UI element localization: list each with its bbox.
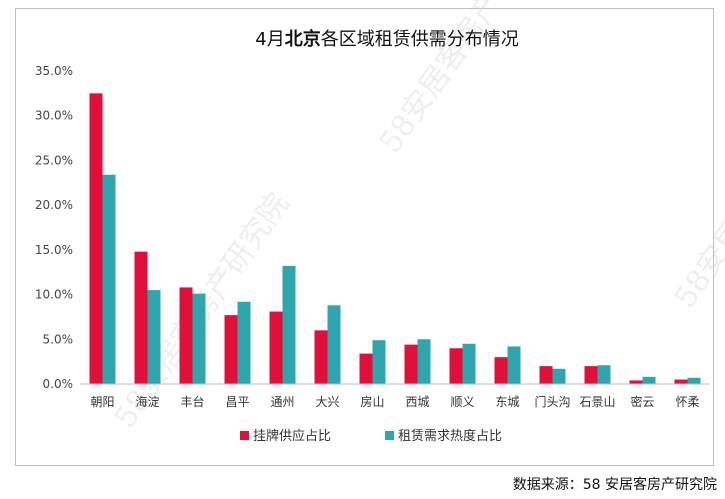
- bar-supply: [539, 366, 553, 384]
- bar-demand: [147, 290, 161, 384]
- x-tick-label: 通州: [270, 395, 294, 409]
- bar-supply: [449, 348, 463, 384]
- watermark-text: 58安居客房产研究院: [668, 67, 725, 315]
- bar-demand: [597, 365, 611, 384]
- x-tick-label: 顺义: [450, 395, 474, 409]
- legend-swatch: [385, 431, 394, 440]
- y-tick-label: 15.0%: [35, 243, 73, 257]
- x-tick-label: 怀柔: [675, 395, 699, 409]
- bar-supply: [314, 330, 328, 384]
- bar-supply: [179, 287, 193, 384]
- y-tick-label: 30.0%: [35, 109, 73, 123]
- y-tick-label: 35.0%: [35, 64, 73, 78]
- bar-demand: [417, 339, 431, 384]
- x-tick-label: 西城: [405, 395, 429, 409]
- bar-supply: [404, 344, 418, 384]
- bar-demand: [552, 368, 566, 384]
- bar-supply: [224, 315, 238, 384]
- bars: [89, 93, 701, 384]
- bar-demand: [507, 346, 521, 384]
- bar-demand: [192, 293, 206, 384]
- y-tick-label: 10.0%: [35, 288, 73, 302]
- bar-supply: [494, 357, 508, 384]
- y-tick-label: 0.0%: [43, 377, 74, 391]
- bar-supply: [674, 379, 688, 384]
- x-axis-labels: 朝阳 海淀 丰台 昌平 通州 大兴 房山 西城 顺义 东城 门头沟 石景山 密云 怀柔: [90, 394, 699, 409]
- bar-demand: [462, 343, 476, 384]
- bar-supply: [584, 366, 598, 384]
- x-tick-label: 朝阳: [90, 395, 114, 409]
- legend-label: 租赁需求热度占比: [398, 428, 502, 444]
- bar-demand: [282, 265, 296, 384]
- chart-title: 4月北京各区域租赁供需分布情况: [255, 28, 518, 50]
- x-tick-label: 丰台: [180, 394, 204, 409]
- bar-demand: [372, 340, 386, 384]
- y-tick-label: 5.0%: [43, 332, 74, 346]
- bar-demand: [237, 301, 251, 384]
- chart-title-part: 北京: [285, 28, 321, 50]
- bar-supply: [629, 380, 643, 384]
- y-axis-ticks: 0.0% 5.0% 10.0% 15.0% 20.0% 25.0% 30.0% 35.0%: [35, 64, 73, 391]
- bar-demand: [642, 376, 656, 384]
- watermark-text: 58安居客房产研究院: [373, 0, 561, 160]
- x-tick-label: 石景山: [579, 395, 615, 409]
- source-note: 数据来源：58 安居客房产研究院: [512, 477, 717, 493]
- bar-demand: [687, 377, 701, 384]
- y-tick-label: 20.0%: [35, 198, 73, 212]
- bar-supply: [269, 311, 283, 384]
- x-tick-label: 东城: [495, 395, 519, 409]
- legend: 挂牌供应占比 租赁需求热度占比: [240, 428, 502, 444]
- chart-frame: [15, 8, 714, 466]
- x-tick-label: 海淀: [135, 394, 159, 409]
- bar-supply: [89, 93, 103, 384]
- bar-supply: [359, 353, 373, 384]
- x-tick-label: 昌平: [225, 395, 249, 409]
- bar-demand: [327, 305, 341, 384]
- legend-swatch: [240, 431, 249, 440]
- y-tick-label: 25.0%: [35, 153, 73, 167]
- chart-title-part: 各区域租赁供需分布情况: [321, 29, 519, 50]
- bar-supply: [134, 251, 148, 384]
- x-tick-label: 密云: [630, 394, 654, 409]
- legend-label: 挂牌供应占比: [253, 428, 331, 444]
- x-tick-label: 大兴: [315, 395, 339, 409]
- bar-demand: [102, 174, 116, 384]
- chart-title-part: 4月: [255, 29, 284, 50]
- x-tick-label: 房山: [360, 394, 384, 409]
- x-tick-label: 门头沟: [534, 394, 570, 409]
